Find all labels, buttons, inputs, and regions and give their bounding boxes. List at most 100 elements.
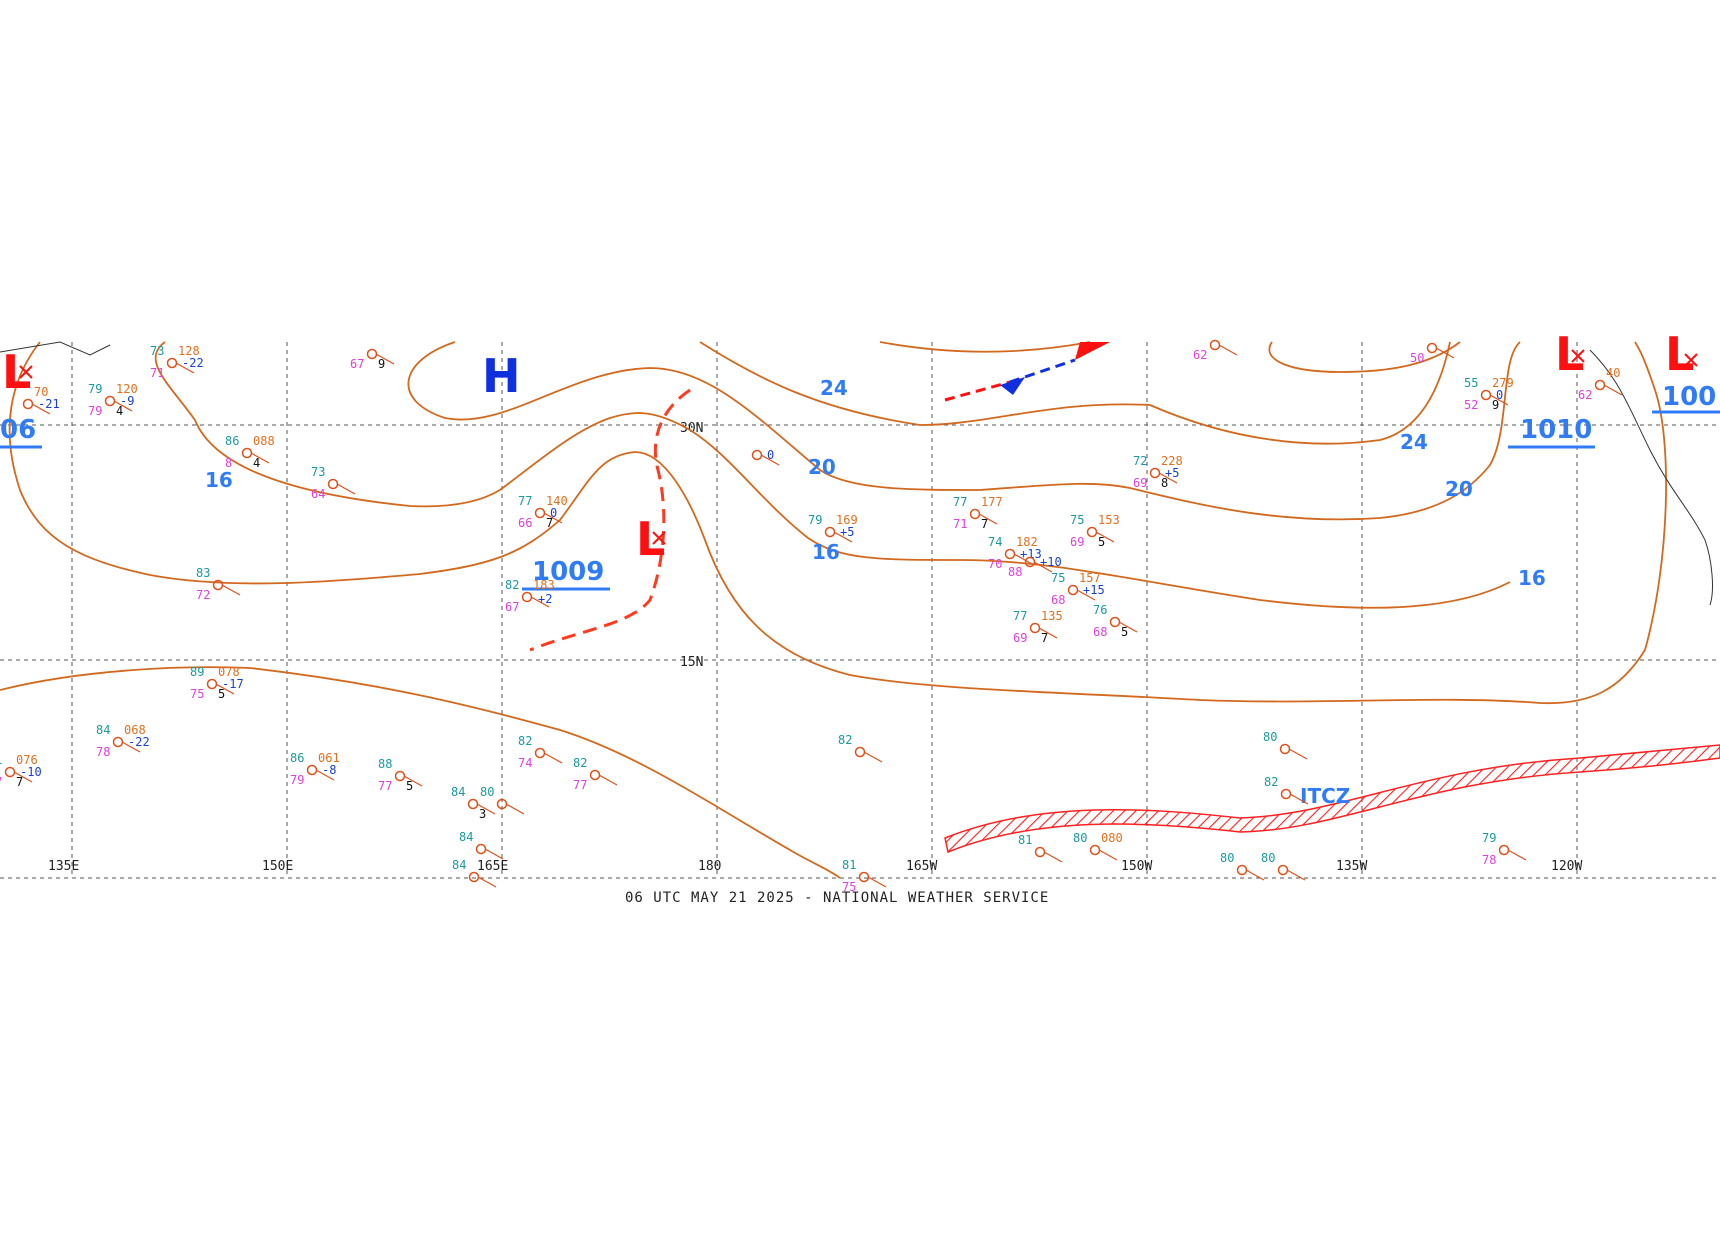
station-circle-icon	[751, 449, 763, 461]
station-circle-icon	[858, 871, 870, 883]
station-temperature: 72	[1133, 454, 1147, 468]
station-plot: 84 3	[451, 785, 496, 821]
station-dewpoint: 67	[350, 357, 364, 371]
station-visibility: 3	[479, 807, 486, 821]
station-dewpoint: 62	[1193, 348, 1207, 362]
isobar-south	[0, 666, 841, 879]
station-circle-icon	[1426, 342, 1438, 354]
station-temperature: 80	[1073, 831, 1087, 845]
station-tendency: -8	[322, 763, 336, 777]
station-temperature: 80	[1220, 851, 1234, 865]
station-temperature: 55	[1464, 376, 1478, 390]
station-circle-icon	[112, 736, 124, 748]
station-pressure: 153	[1098, 513, 1120, 527]
wind-barb-icon	[867, 876, 887, 888]
station-tendency: +5	[1165, 466, 1179, 480]
station-temperature: 82	[505, 578, 519, 592]
station-pressure: 169	[836, 513, 858, 527]
station-circle-icon	[1004, 548, 1016, 560]
station-temperature: 77	[1013, 609, 1027, 623]
station-circle-icon	[468, 871, 480, 883]
itcz-label: ITCZ	[1300, 784, 1350, 808]
station-plot: 88 +10	[1008, 555, 1062, 579]
station-circle-icon	[1109, 616, 1121, 628]
station-plot: 81076777-10	[0, 753, 42, 789]
station-visibility: 5	[1121, 625, 1128, 639]
station-plot: 80 080	[1073, 831, 1123, 861]
isobar-label-16-east: 16	[1518, 566, 1546, 590]
station-circle-icon	[1277, 864, 1289, 876]
station-tendency: +10	[1040, 555, 1062, 569]
lon-label-150e: 150E	[262, 859, 293, 874]
station-plot: 70-21	[22, 385, 60, 415]
station-temperature: 79	[808, 513, 822, 527]
high-pressure-center: H	[482, 349, 521, 403]
wind-barb-icon	[250, 452, 270, 464]
station-circle-icon	[306, 764, 318, 776]
station-plot: 0	[751, 448, 780, 466]
station-plot: 86 088 8 4	[225, 434, 275, 470]
station-dewpoint: 69	[1070, 535, 1084, 549]
station-circle-icon	[521, 591, 533, 603]
station-plot: 77 135 69 7	[1013, 609, 1063, 645]
station-pressure: 183	[533, 578, 555, 592]
map-caption: 06 UTC MAY 21 2025 - NATIONAL WEATHER SE…	[625, 890, 1049, 906]
station-dewpoint: 50	[1410, 351, 1424, 365]
station-temperature: 86	[225, 434, 239, 448]
isobar-24-east	[879, 341, 1091, 353]
station-dewpoint: 72	[196, 588, 210, 602]
station-circle-icon	[475, 843, 487, 855]
station-temperature: 81	[1018, 833, 1032, 847]
station-temperature: 75	[1070, 513, 1084, 527]
station-plot: 74 182 70 +13	[988, 535, 1042, 571]
isobars	[0, 341, 1667, 879]
station-plot: 82	[1264, 775, 1309, 805]
wind-barb-icon	[1288, 748, 1308, 760]
station-pressure: 068	[124, 723, 146, 737]
wind-barb-icon	[543, 752, 563, 764]
station-plot: 84	[459, 830, 504, 860]
station-plot: 67 9	[350, 348, 395, 371]
itcz-band	[944, 744, 1720, 854]
station-circle-icon	[1236, 864, 1248, 876]
wind-barb-icon	[543, 512, 563, 524]
station-pressure: 061	[318, 751, 340, 765]
station-circle-icon	[1279, 743, 1291, 755]
wind-barb-icon	[1076, 589, 1096, 601]
station-tendency: -22	[182, 356, 204, 370]
wind-barb-icon	[1098, 849, 1118, 861]
station-temperature: 75	[1051, 571, 1065, 585]
station-circle-icon	[534, 507, 546, 519]
station-visibility: 7	[981, 517, 988, 531]
station-pressure: 157	[1079, 571, 1101, 585]
station-plot: 80	[480, 785, 525, 815]
station-dewpoint: 70	[988, 557, 1002, 571]
station-dewpoint: 68	[1093, 625, 1107, 639]
station-pressure: 128	[178, 344, 200, 358]
isobar-24-far-east	[1268, 341, 1461, 373]
station-circle-icon	[327, 478, 339, 490]
station-plot: 72 228 69 8+5	[1133, 454, 1183, 490]
station-tendency: 0	[767, 448, 774, 462]
station-visibility: 5	[406, 779, 413, 793]
station-temperature: 77	[518, 494, 532, 508]
station-dewpoint: 78	[1482, 853, 1496, 867]
station-dewpoint: 67	[505, 600, 519, 614]
station-plot: 62	[1193, 339, 1238, 362]
isobar-20	[407, 341, 1521, 521]
station-pressure: 70	[34, 385, 48, 399]
station-temperature: 73	[311, 465, 325, 479]
station-plot: 82	[838, 733, 883, 763]
station-dewpoint: 75	[190, 687, 204, 701]
station-temperature: 89	[190, 665, 204, 679]
station-visibility: 5	[1098, 535, 1105, 549]
wind-barb-icon	[1038, 627, 1058, 639]
station-plot: 80	[1220, 851, 1265, 881]
station-plot: 76 68 5	[1093, 603, 1138, 639]
isobar-west-ring	[8, 341, 1667, 705]
station-circle-icon	[1280, 788, 1292, 800]
wind-barb-icon	[1218, 344, 1238, 356]
station-tendency: -22	[128, 735, 150, 749]
station-pressure: 078	[218, 665, 240, 679]
